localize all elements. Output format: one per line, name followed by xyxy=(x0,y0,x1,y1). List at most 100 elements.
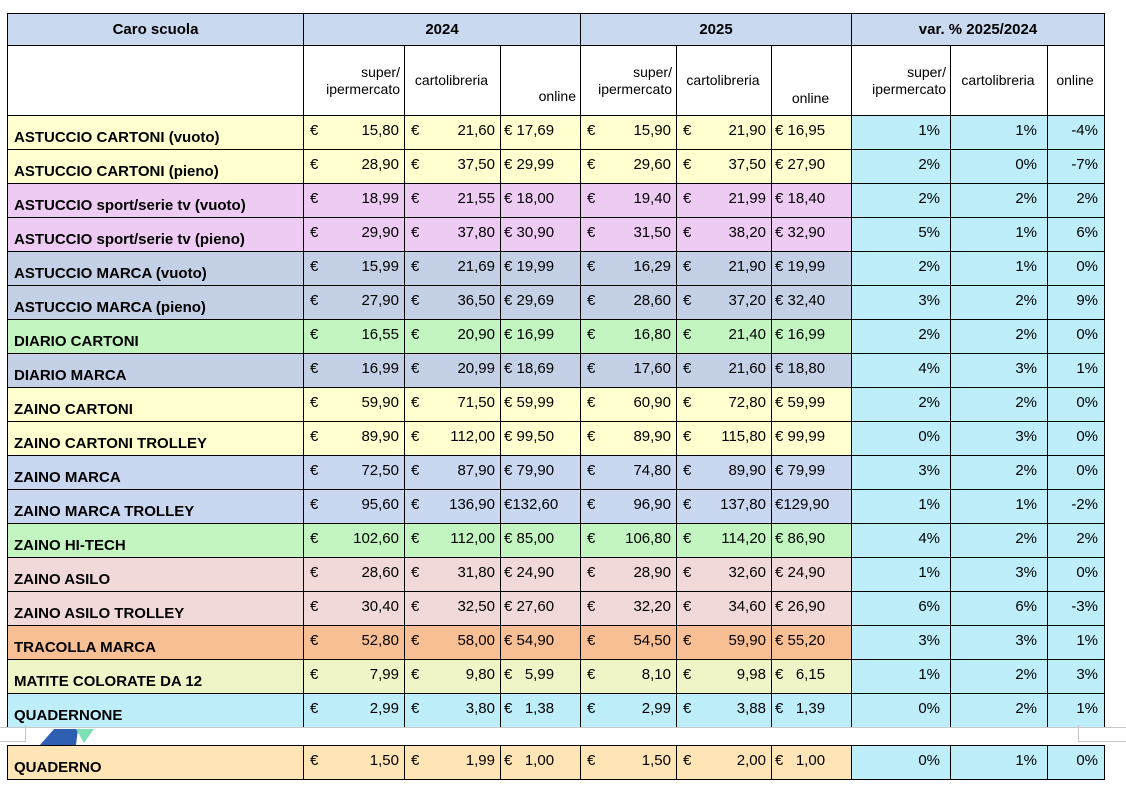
table-row: ZAINO CARTONI €59,90 €71,50 € 59,99 €60,90 €7… xyxy=(7,388,1113,422)
variation-super: 4% xyxy=(852,524,951,558)
table-row: ZAINO ASILO TROLLEY €30,40 €32,50 € 27,60 €3… xyxy=(7,592,1113,626)
price-2025-cartolibreria: €21,90 xyxy=(677,116,772,150)
price-value: 102,60 xyxy=(353,530,399,547)
price-2025-cartolibreria: €3,88 xyxy=(677,694,772,728)
item-label: ZAINO ASILO xyxy=(7,558,304,592)
currency-symbol: € xyxy=(411,530,420,547)
price-2025-super: €89,90 xyxy=(581,422,677,456)
price-2024-super: €72,50 xyxy=(304,456,405,490)
price-2024-cartolibreria: €9,80 xyxy=(405,660,501,694)
empty-header-cell xyxy=(7,46,304,116)
item-label: ASTUCCIO CARTONI (vuoto) xyxy=(7,116,304,150)
currency-symbol: € xyxy=(310,530,319,547)
currency-symbol: € xyxy=(310,360,319,377)
currency-symbol: € xyxy=(310,122,319,139)
price-2025-super: €54,50 xyxy=(581,626,677,660)
variation-cartolibreria: 2% xyxy=(951,320,1048,354)
price-value: 21,69 xyxy=(457,258,495,275)
price-value: 59,90 xyxy=(728,632,766,649)
price-value: 28,60 xyxy=(361,564,399,581)
price-value: 60,90 xyxy=(633,394,671,411)
price-value: 32,20 xyxy=(633,598,671,615)
table-row: ASTUCCIO CARTONI (vuoto) €15,80 €21,60 € 17… xyxy=(7,116,1113,150)
table-row: ZAINO MARCA €72,50 €87,90 € 79,90 €74,80 €89,… xyxy=(7,456,1113,490)
col-label-line1: super/ xyxy=(633,63,672,80)
item-label: ZAINO MARCA TROLLEY xyxy=(7,490,304,524)
price-2025-super: €1,50 xyxy=(581,745,677,780)
item-label: ZAINO CARTONI TROLLEY xyxy=(7,422,304,456)
variation-online: 0% xyxy=(1048,456,1105,490)
price-value: 37,20 xyxy=(728,292,766,309)
price-2025-cartolibreria: €137,80 xyxy=(677,490,772,524)
price-value: 72,80 xyxy=(728,394,766,411)
price-2024-cartolibreria: €21,60 xyxy=(405,116,501,150)
table-row: QUADERNONE €2,99 €3,80 € 1,38 €2,99 €3,88 € 1,… xyxy=(7,694,1113,728)
variation-super: 5% xyxy=(852,218,951,252)
variation-online: 0% xyxy=(1048,388,1105,422)
currency-symbol: € xyxy=(587,598,596,615)
price-value: 27,90 xyxy=(361,292,399,309)
variation-cartolibreria: 3% xyxy=(951,558,1048,592)
price-2025-cartolibreria: €72,80 xyxy=(677,388,772,422)
price-value: 2,99 xyxy=(369,700,399,717)
divider-tick xyxy=(1078,725,1079,742)
currency-symbol: € xyxy=(683,156,692,173)
price-value: 16,80 xyxy=(633,326,671,343)
price-value: 28,60 xyxy=(633,292,671,309)
price-value: 2,99 xyxy=(641,700,671,717)
price-2025-super: €96,90 xyxy=(581,490,677,524)
price-value: 96,90 xyxy=(633,496,671,513)
col-label-line1: super/ xyxy=(907,63,946,80)
col-label-line1: super/ xyxy=(361,63,400,80)
price-value: 28,90 xyxy=(361,156,399,173)
item-label: QUADERNONE xyxy=(7,694,304,728)
variation-cartolibreria: 2% xyxy=(951,694,1048,728)
currency-symbol: € xyxy=(310,156,319,173)
price-2025-online: € 16,99 xyxy=(772,320,852,354)
currency-symbol: € xyxy=(587,564,596,581)
item-label: DIARIO CARTONI xyxy=(7,320,304,354)
price-2024-online: € 24,90 xyxy=(501,558,581,592)
group-2024: 2024 xyxy=(304,13,581,46)
price-value: 31,80 xyxy=(457,564,495,581)
price-2025-cartolibreria: €21,40 xyxy=(677,320,772,354)
currency-symbol: € xyxy=(683,564,692,581)
item-label: ZAINO HI-TECH xyxy=(7,524,304,558)
price-2025-online: € 1,00 xyxy=(772,745,852,780)
variation-cartolibreria: 0% xyxy=(951,150,1048,184)
currency-symbol: € xyxy=(411,190,420,207)
price-2024-super: €1,50 xyxy=(304,745,405,780)
col-var-super: super/ ipermercato xyxy=(852,46,951,116)
price-2024-online: € 1,00 xyxy=(501,745,581,780)
price-value: 8,10 xyxy=(641,666,671,683)
price-value: 9,98 xyxy=(736,666,766,683)
price-2025-cartolibreria: €37,50 xyxy=(677,150,772,184)
currency-symbol: € xyxy=(411,156,420,173)
price-value: 72,50 xyxy=(361,462,399,479)
price-2024-online: € 85,00 xyxy=(501,524,581,558)
price-value: 59,90 xyxy=(361,394,399,411)
col-2025-cartolibreria: cartolibreria xyxy=(677,46,772,116)
variation-super: 3% xyxy=(852,456,951,490)
currency-symbol: € xyxy=(683,496,692,513)
price-2024-online: € 29,99 xyxy=(501,150,581,184)
price-value: 89,90 xyxy=(728,462,766,479)
price-value: 34,60 xyxy=(728,598,766,615)
price-2024-online: € 54,90 xyxy=(501,626,581,660)
currency-symbol: € xyxy=(310,496,319,513)
col-2024-super: super/ ipermercato xyxy=(304,46,405,116)
item-label: MATITE COLORATE DA 12 xyxy=(7,660,304,694)
price-value: 1,99 xyxy=(465,752,495,769)
price-2025-cartolibreria: €38,20 xyxy=(677,218,772,252)
price-value: 1,50 xyxy=(641,752,671,769)
price-2024-cartolibreria: €21,55 xyxy=(405,184,501,218)
col-2025-online: online xyxy=(772,46,852,116)
price-2025-online: € 26,90 xyxy=(772,592,852,626)
currency-symbol: € xyxy=(683,462,692,479)
price-value: 52,80 xyxy=(361,632,399,649)
variation-super: 3% xyxy=(852,626,951,660)
price-2025-online: € 6,15 xyxy=(772,660,852,694)
currency-symbol: € xyxy=(411,598,420,615)
price-2024-super: €15,80 xyxy=(304,116,405,150)
currency-symbol: € xyxy=(411,224,420,241)
